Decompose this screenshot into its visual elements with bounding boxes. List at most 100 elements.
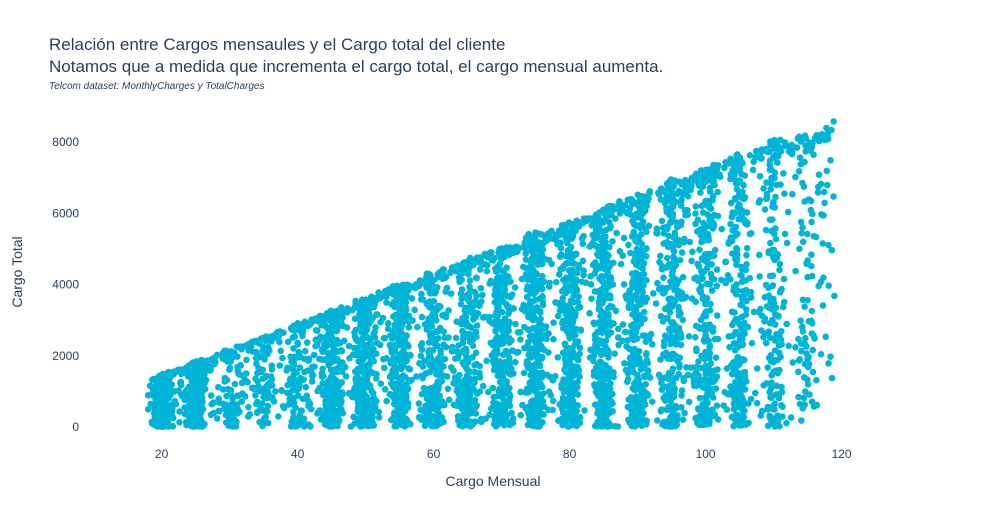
- scatter-point: [576, 303, 584, 311]
- scatter-point: [527, 298, 534, 305]
- scatter-point: [690, 382, 698, 390]
- scatter-point: [626, 345, 633, 353]
- scatter-point: [706, 184, 714, 192]
- scatter-point: [562, 283, 570, 291]
- scatter-point: [537, 315, 544, 323]
- scatter-point: [659, 290, 667, 297]
- scatter-point: [464, 377, 471, 385]
- scatter-point: [747, 230, 755, 237]
- scatter-point: [699, 256, 706, 263]
- scatter-point: [602, 337, 610, 345]
- scatter-point: [743, 209, 751, 216]
- scatter-point: [414, 323, 421, 331]
- scatter-point: [799, 224, 806, 231]
- scatter-point: [538, 419, 546, 427]
- scatter-point: [167, 391, 174, 399]
- scatter-point: [457, 300, 465, 308]
- scatter-point: [691, 275, 698, 282]
- scatter-point: [532, 283, 539, 291]
- scatter-point: [519, 306, 526, 313]
- scatter-point: [756, 273, 763, 280]
- scatter-point: [452, 355, 459, 362]
- scatter-point: [407, 352, 414, 359]
- scatter-point: [795, 357, 803, 364]
- scatter-point: [817, 351, 825, 358]
- scatter-point: [253, 398, 261, 406]
- scatter-point: [424, 395, 431, 402]
- scatter-point: [783, 239, 791, 247]
- scatter-point: [394, 404, 402, 412]
- scatter-point: [466, 277, 474, 284]
- scatter-point: [639, 210, 647, 217]
- scatter-point: [622, 292, 629, 300]
- scatter-point: [566, 334, 573, 342]
- scatter-point: [804, 381, 812, 388]
- scatter-point: [595, 305, 603, 313]
- scatter-point: [705, 364, 712, 372]
- scatter-point: [305, 355, 313, 363]
- scatter-point: [343, 324, 351, 331]
- scatter-point: [426, 368, 434, 376]
- scatter-point: [768, 317, 776, 324]
- scatter-point: [396, 308, 403, 315]
- scatter-point: [522, 256, 530, 264]
- scatter-point: [527, 286, 534, 294]
- scatter-point: [761, 330, 769, 337]
- scatter-point: [354, 365, 361, 373]
- scatter-point: [384, 325, 392, 333]
- scatter-point: [300, 415, 308, 423]
- scatter-point: [722, 258, 729, 266]
- scatter-point: [417, 406, 425, 414]
- scatter-point: [675, 303, 682, 311]
- scatter-point: [668, 272, 676, 279]
- scatter-point: [529, 273, 536, 281]
- scatter-point: [574, 298, 582, 306]
- scatter-point: [546, 279, 553, 287]
- scatter-point: [355, 380, 363, 388]
- scatter-point: [327, 373, 335, 381]
- scatter-point: [425, 386, 432, 394]
- scatter-point: [472, 410, 480, 417]
- scatter-point: [168, 381, 175, 388]
- scatter-point: [316, 384, 323, 392]
- scatter-point: [494, 286, 502, 293]
- scatter-point: [622, 366, 630, 374]
- scatter-point: [595, 288, 602, 295]
- scatter-point: [783, 419, 790, 427]
- scatter-point: [528, 370, 535, 377]
- scatter-point: [392, 321, 400, 328]
- scatter-point: [442, 343, 450, 351]
- scatter-point: [739, 372, 746, 380]
- scatter-point: [316, 355, 323, 363]
- scatter-point: [327, 318, 335, 325]
- scatter-point: [386, 391, 394, 398]
- scatter-point: [575, 418, 582, 426]
- scatter-point: [762, 281, 770, 289]
- scatter-point: [604, 317, 612, 325]
- scatter-point: [610, 259, 617, 267]
- scatter-point: [264, 389, 272, 396]
- scatter-point: [215, 383, 222, 391]
- scatter-point: [638, 254, 646, 262]
- scatter-point: [658, 386, 666, 394]
- scatter-point: [800, 394, 808, 402]
- scatter-point: [393, 373, 400, 381]
- scatter-point: [351, 394, 359, 401]
- scatter-point: [265, 383, 272, 391]
- scatter-point: [430, 361, 438, 369]
- scatter-point: [346, 390, 354, 397]
- scatter-point: [506, 339, 513, 347]
- scatter-point: [736, 320, 743, 328]
- scatter-point: [502, 330, 510, 338]
- scatter-point: [242, 370, 250, 377]
- scatter-point: [549, 397, 557, 405]
- scatter-point: [327, 359, 334, 367]
- scatter-point: [545, 349, 552, 356]
- scatter-point: [574, 356, 581, 363]
- scatter-point: [586, 243, 594, 250]
- scatter-point: [530, 411, 538, 419]
- scatter-point: [268, 366, 276, 373]
- scatter-point: [817, 180, 825, 188]
- scatter-point: [419, 296, 427, 303]
- scatter-point: [700, 407, 708, 414]
